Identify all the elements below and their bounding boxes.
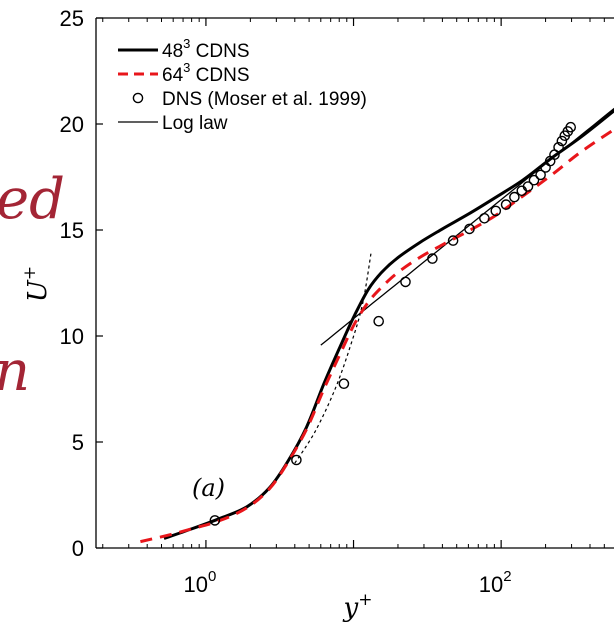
legend-label: DNS (Moser et al. 1999) — [162, 89, 367, 110]
legend-swatch — [132, 92, 144, 104]
plot-area — [140, 107, 614, 544]
legend-entry: Log law — [118, 113, 228, 134]
x-tick-label: 102 — [479, 568, 512, 597]
series-48-cdns-line — [163, 108, 614, 540]
legend-label: Log law — [162, 113, 228, 134]
dns-data-point — [373, 315, 385, 327]
series-64-cdns-line — [140, 127, 614, 544]
dns-data-point — [464, 223, 475, 235]
y-tick-label: 20 — [60, 112, 84, 137]
tick-labels: 0 5 10 15 20 25 100 102 — [60, 6, 512, 597]
dns-data-point — [209, 515, 221, 526]
dns-data-point — [400, 276, 411, 288]
legend-entry: DNS (Moser et al. 1999) — [132, 89, 367, 110]
dns-data-point — [553, 141, 564, 153]
dns-data-point — [522, 181, 534, 192]
dns-data-point — [500, 199, 512, 210]
background-text-2: n — [0, 339, 30, 404]
dns-data-point — [338, 378, 350, 390]
y-tick-label: 15 — [60, 218, 84, 243]
dns-data-point — [528, 174, 540, 186]
dns-data-point — [535, 169, 546, 181]
y-tick-label: 5 — [72, 430, 84, 455]
legend-label: 483 CDNS — [162, 36, 250, 62]
dns-data-point — [565, 121, 577, 133]
dns-data-point — [509, 191, 520, 203]
axes — [95, 17, 614, 549]
legend-entry: 483 CDNS — [118, 36, 250, 62]
x-tick-label: 100 — [184, 568, 217, 597]
y-tick-label: 10 — [60, 324, 84, 349]
legend-label: 643 CDNS — [162, 60, 250, 86]
dns-data-point — [447, 235, 459, 246]
background-text-1: ed — [0, 167, 65, 232]
y-tick-label: 0 — [72, 536, 84, 561]
x-axis-label: y+ — [343, 590, 373, 623]
dns-data-point — [479, 212, 490, 224]
dns-data-point — [556, 135, 568, 147]
panel-label: (a) — [192, 474, 225, 502]
y-axis-label: U+ — [20, 266, 53, 302]
dns-data-point — [490, 205, 502, 217]
y-tick-label: 25 — [60, 6, 84, 31]
dns-data-point — [291, 454, 302, 466]
dns-data-point — [427, 253, 438, 264]
legend-entry: 643 CDNS — [118, 60, 250, 86]
